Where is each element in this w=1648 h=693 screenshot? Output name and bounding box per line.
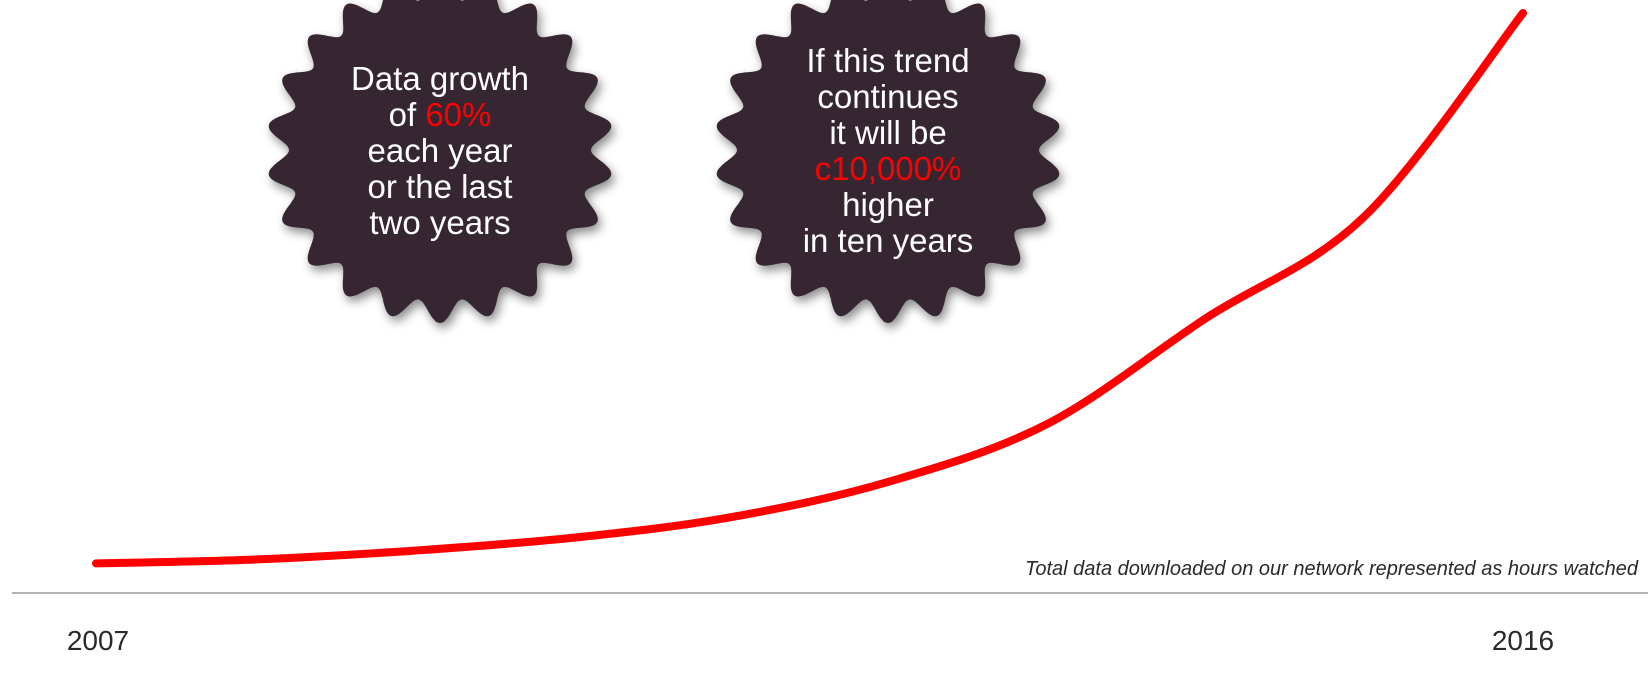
data-point-2015 bbox=[1360, 213, 1368, 221]
badge-line: in ten years bbox=[803, 222, 974, 259]
data-point-2009 bbox=[409, 547, 417, 555]
badge-line: each year bbox=[368, 132, 513, 169]
badge-text-segment: in ten years bbox=[803, 222, 974, 259]
x-tick-label-start: 2007 bbox=[67, 625, 129, 656]
badge-text-segment: Data growth bbox=[351, 60, 529, 97]
x-tick-label-end: 2016 bbox=[1492, 625, 1554, 656]
badge-text-segment: If this trend bbox=[806, 42, 969, 79]
badge-text-segment: each year bbox=[368, 132, 513, 169]
badge-line: Data growth bbox=[351, 60, 529, 97]
data-point-2010 bbox=[568, 534, 576, 542]
badge-line: continues bbox=[817, 78, 958, 115]
badge-highlight-value: 60% bbox=[425, 96, 491, 133]
badge-projection-text: If this trend continues it will be c10,000%… bbox=[803, 42, 974, 259]
badge-line: If this trend bbox=[806, 42, 969, 79]
badge-text-segment: two years bbox=[369, 204, 510, 241]
data-point-2016 bbox=[1519, 9, 1527, 17]
badge-line: it will be bbox=[829, 114, 946, 151]
badge-line: two years bbox=[369, 204, 510, 241]
badge-growth-text: Data growth of 60% each year or the last two… bbox=[351, 60, 529, 241]
badge-line: higher bbox=[842, 186, 934, 223]
data-point-2014 bbox=[1202, 314, 1210, 322]
badge-line: or the last bbox=[368, 168, 513, 205]
badge-growth: Data growth of 60% each year or the last two… bbox=[268, 0, 612, 323]
data-point-2011 bbox=[726, 513, 734, 521]
data-point-2012 bbox=[885, 478, 893, 486]
badge-text-segment: it will be bbox=[829, 114, 946, 151]
badge-text-segment: or the last bbox=[368, 168, 513, 205]
badge-highlight-value: c10,000% bbox=[815, 150, 962, 187]
badge-line: c10,000% bbox=[815, 150, 962, 187]
badge-text-segment: higher bbox=[842, 186, 934, 223]
badge-text-segment: continues bbox=[817, 78, 958, 115]
badge-line: of 60% bbox=[389, 96, 492, 133]
badge-growth-shape bbox=[268, 0, 612, 323]
data-point-2007 bbox=[92, 559, 100, 567]
data-point-2008 bbox=[251, 556, 259, 564]
data-point-2013 bbox=[1043, 420, 1051, 428]
badge-projection: If this trend continues it will be c10,000%… bbox=[716, 0, 1060, 323]
badge-projection-shape bbox=[716, 0, 1060, 323]
series-line bbox=[92, 9, 1527, 568]
badge-text-segment: of bbox=[389, 96, 426, 133]
chart-caption: Total data downloaded on our network rep… bbox=[1025, 558, 1639, 580]
